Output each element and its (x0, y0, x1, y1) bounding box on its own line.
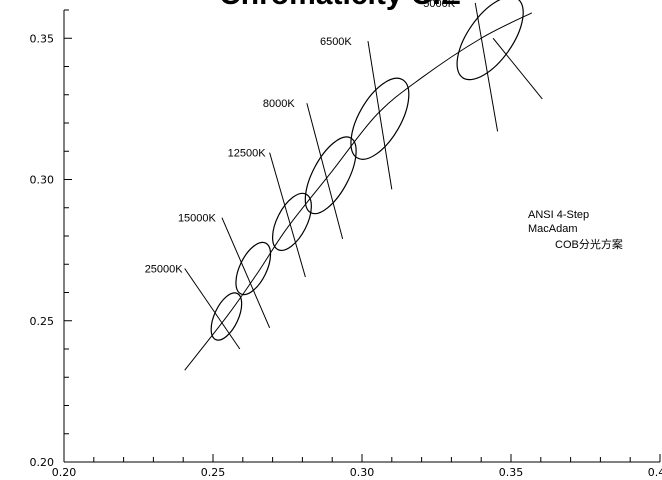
cct-label: 8000K (263, 98, 295, 110)
cct-label: 25000K (145, 263, 184, 275)
axes: 0.20 0.25 0.30 0.35 0.40 0.20 0.25 0.30 0.35 (30, 9, 662, 479)
iso-temperature-line (221, 217, 271, 329)
x-tick-label: 0.40 (648, 466, 662, 479)
cct-label: 6500K (320, 36, 352, 48)
y-tick-label: 0.35 (30, 32, 55, 45)
planckian-locus (184, 12, 533, 371)
cct-point: 5000K (423, 0, 543, 132)
macadam-ellipse (304, 136, 357, 215)
x-tick-label: 0.35 (499, 466, 524, 479)
chart-title: Chromaticity CIE (219, 0, 461, 11)
annotation: ANSI 4-Step MacAdam COB分光方案 (528, 209, 623, 251)
macadam-ellipse (456, 0, 524, 81)
cct-point: 25000K (145, 263, 243, 350)
y-tick-label: 0.20 (30, 456, 55, 469)
cct-label: 12500K (228, 148, 267, 160)
locus-curve (184, 12, 533, 371)
y-tick-label: 0.30 (30, 174, 55, 187)
x-tick-label: 0.25 (201, 466, 226, 479)
iso-temperature-line (306, 103, 344, 239)
iso-temperature-line (474, 2, 499, 132)
x-tick-label: 0.30 (350, 466, 375, 479)
chart-marks: 25000K 15000K 12500K 8000K 6500K 5000K (145, 0, 543, 350)
iso-temperature-line (269, 152, 306, 278)
cct-label: 15000K (178, 213, 217, 225)
annotation-line: ANSI 4-Step (528, 209, 589, 221)
iso-temperature-line (184, 268, 241, 350)
macadam-ellipse (235, 241, 272, 296)
macadam-ellipse (210, 292, 243, 341)
cct-point: 15000K (178, 213, 272, 329)
macadam-ellipse (350, 77, 410, 160)
cct-point: 6500K (320, 36, 410, 190)
x-tick-label: 0.20 (52, 466, 77, 479)
iso-temperature-line (492, 37, 543, 100)
annotation-line: COB分光方案 (555, 237, 623, 251)
cct-point: 12500K (228, 148, 312, 278)
y-tick-label: 0.25 (30, 315, 55, 328)
annotation-line: MacAdam (528, 223, 578, 235)
cct-point: 8000K (263, 98, 357, 239)
cct-label: 5000K (423, 0, 455, 10)
iso-temperature-line (367, 40, 393, 190)
